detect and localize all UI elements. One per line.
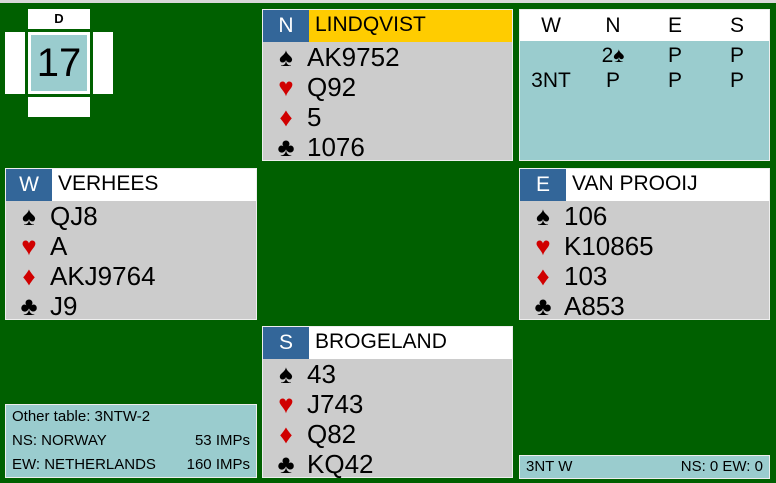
board-number: 17 [31,35,87,91]
seat-label: N [263,10,309,42]
east-hand: E VAN PROOIJ ♠ 106 ♥ K10865 ♦ 103 ♣ A853 [519,168,770,321]
bid: 3NT [531,69,571,92]
diamond-icon: ♦ [22,261,36,291]
north-hand: N LINDQVIST ♠ AK9752 ♥ Q92 ♦ 5 ♣ 1076 [262,9,513,162]
auction-table: W N E S 2♠ P P 3NT P P P [519,9,770,161]
diamonds-holding: 5 [307,102,322,132]
south-hand: S BROGELAND ♠ 43 ♥ J743 ♦ Q82 ♣ KQ42 [262,326,513,479]
player-name: VAN PROOIJ [572,172,698,195]
hearts-holding: A [50,231,68,261]
match-info-panel: Other table: 3NTW-2 NS: NORWAY 53 IMPs EW… [5,404,257,478]
west-hand: W VERHEES ♠ QJ8 ♥ A ♦ AKJ9764 ♣ J9 [5,168,257,321]
vulnerability-south [28,97,90,117]
spade-icon: ♠ [279,42,293,72]
contract: 3NT W [526,458,573,475]
board-number-box: 17 [28,32,90,94]
seat-label: W [6,169,52,201]
spade-icon: ♠ [279,359,293,389]
bid: P [667,44,682,67]
player-name: LINDQVIST [309,10,512,42]
seat-label: E [520,169,566,201]
diamond-icon: ♦ [279,419,293,449]
heart-icon: ♥ [21,231,37,261]
contract-result-bar: 3NT W NS: 0 EW: 0 [519,455,770,479]
auction-header-w: W [541,14,561,37]
ew-imps: 160 IMPs [186,456,250,473]
spades-holding: QJ8 [50,201,98,231]
diamond-icon: ♦ [536,261,550,291]
auction-header-s: S [729,14,744,37]
diamonds-holding: AKJ9764 [50,261,156,291]
seat-label: S [263,327,309,359]
diamonds-holding: Q82 [307,419,357,449]
clubs-holding: A853 [564,291,625,321]
score: NS: 0 EW: 0 [680,458,763,475]
club-icon: ♣ [277,449,295,479]
club-icon: ♣ [20,291,38,321]
auction-header-n: N [605,14,621,37]
clubs-holding: J9 [50,291,78,321]
club-icon: ♣ [277,132,295,162]
vulnerability-west [5,32,25,94]
heart-icon: ♥ [278,389,294,419]
spade-icon: ♠ [536,201,550,231]
player-name: VERHEES [58,172,159,195]
spades-holding: 106 [564,201,608,231]
bid: P [605,69,620,92]
bid: 2♠ [601,44,625,67]
diamond-icon: ♦ [279,102,293,132]
bid: P [667,69,682,92]
clubs-holding: 1076 [307,132,365,162]
hearts-holding: J743 [307,389,364,419]
spades-holding: AK9752 [307,42,400,72]
top-border [0,0,776,3]
ns-team: NS: NORWAY [12,432,107,449]
club-icon: ♣ [534,291,552,321]
auction-header-e: E [667,14,682,37]
diamonds-holding: 103 [564,261,608,291]
bid: P [729,69,744,92]
ns-imps: 53 IMPs [194,432,250,449]
clubs-holding: KQ42 [307,449,374,479]
other-table-result: Other table: 3NTW-2 [12,408,151,425]
heart-icon: ♥ [278,72,294,102]
hearts-holding: K10865 [564,231,654,261]
player-name: BROGELAND [315,330,447,353]
ew-team: EW: NETHERLANDS [12,456,156,473]
heart-icon: ♥ [535,231,551,261]
vulnerability-east [93,32,113,94]
spades-holding: 43 [307,359,336,389]
bid: P [729,44,744,67]
hearts-holding: Q92 [307,72,357,102]
bid [520,43,582,68]
dealer-indicator-north: D [28,9,90,29]
spade-icon: ♠ [22,201,36,231]
